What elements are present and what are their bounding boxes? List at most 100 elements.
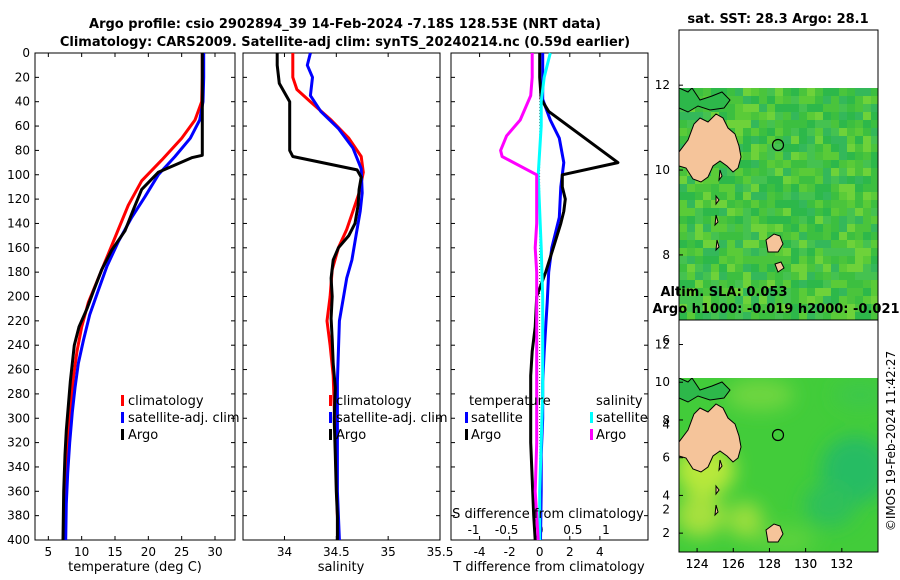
sst-cell bbox=[791, 128, 799, 136]
sst-cell bbox=[767, 144, 775, 152]
sst-map-title: sat. SST: 28.3 Argo: 28.1 bbox=[687, 12, 868, 27]
sst-cell bbox=[751, 312, 759, 320]
legend-satellite-label: satellite-adj. clim bbox=[128, 411, 240, 426]
sst-cell bbox=[823, 96, 831, 104]
sst-cell bbox=[767, 264, 775, 272]
sst-cell bbox=[831, 88, 839, 96]
sst-cell bbox=[855, 184, 863, 192]
sst-cell bbox=[703, 312, 711, 320]
sst-cell bbox=[727, 272, 735, 280]
x-tick-label: -4 bbox=[474, 545, 486, 559]
x-tick-label: 15 bbox=[107, 545, 122, 559]
sst-cell bbox=[823, 128, 831, 136]
sst-cell bbox=[767, 208, 775, 216]
legend-temp-argo-swatch bbox=[465, 429, 468, 440]
legend-argo-swatch bbox=[121, 429, 124, 440]
y-tick-label: 380 bbox=[7, 509, 30, 523]
sst-cell bbox=[679, 120, 687, 128]
sst-cell bbox=[775, 184, 783, 192]
sst-cell bbox=[767, 280, 775, 288]
sst-cell bbox=[703, 224, 711, 232]
sst-cell bbox=[695, 216, 703, 224]
x-tick-label: -2 bbox=[504, 545, 516, 559]
series-line-temperature-argo bbox=[529, 53, 620, 541]
sst-cell bbox=[863, 120, 871, 128]
sst-cell bbox=[751, 256, 759, 264]
sst-cell bbox=[759, 184, 767, 192]
series-line-satellite-adj-clim bbox=[305, 52, 364, 541]
sst-cell bbox=[783, 200, 791, 208]
sst-cell bbox=[863, 224, 871, 232]
sst-cell bbox=[743, 200, 751, 208]
sst-cell bbox=[775, 200, 783, 208]
sst-cell bbox=[791, 216, 799, 224]
sst-cell bbox=[855, 192, 863, 200]
sst-cell bbox=[759, 200, 767, 208]
sst-cell bbox=[831, 312, 839, 320]
sst-cell bbox=[839, 224, 847, 232]
difference-xlabel: T difference from climatology bbox=[452, 560, 645, 575]
sst-cell bbox=[735, 272, 743, 280]
sst-cell bbox=[703, 296, 711, 304]
sst-cell bbox=[807, 256, 815, 264]
sst-cell bbox=[775, 296, 783, 304]
sst-cell bbox=[855, 256, 863, 264]
sst-cell bbox=[847, 104, 855, 112]
sst-cell bbox=[847, 272, 855, 280]
sst-cell bbox=[727, 104, 735, 112]
mindanao-landmass bbox=[679, 403, 742, 473]
x-tick-label: 5 bbox=[45, 545, 53, 559]
sst-cell bbox=[847, 288, 855, 296]
map-x-tick-label: 132 bbox=[830, 557, 853, 571]
sst-cell bbox=[855, 296, 863, 304]
sst-cell bbox=[839, 152, 847, 160]
legend-argo-swatch bbox=[329, 429, 332, 440]
series-line-satellite-adj-clim bbox=[64, 53, 206, 541]
sst-cell bbox=[679, 176, 687, 184]
sst-cell bbox=[783, 120, 791, 128]
sst-cell bbox=[791, 136, 799, 144]
x-tick-label: 20 bbox=[141, 545, 156, 559]
sst-cell bbox=[815, 136, 823, 144]
sst-cell bbox=[719, 280, 727, 288]
map-x-tick-label: 124 bbox=[686, 557, 709, 571]
sst-cell bbox=[711, 200, 719, 208]
sst-cell bbox=[863, 192, 871, 200]
sst-cell bbox=[839, 272, 847, 280]
sst-cell bbox=[855, 104, 863, 112]
sst-cell bbox=[727, 176, 735, 184]
sst-cell bbox=[759, 288, 767, 296]
sst-cell bbox=[815, 88, 823, 96]
sst-cell bbox=[743, 232, 751, 240]
sst-cell bbox=[791, 144, 799, 152]
sst-cell bbox=[847, 304, 855, 312]
sst-cell bbox=[743, 192, 751, 200]
sst-cell bbox=[871, 176, 878, 184]
sst-cell bbox=[799, 112, 807, 120]
sst-cell bbox=[855, 152, 863, 160]
sst-cell bbox=[687, 192, 695, 200]
top-x-tick-label: -0.5 bbox=[495, 523, 518, 537]
sst-cell bbox=[783, 176, 791, 184]
sst-cell bbox=[815, 96, 823, 104]
legend-argo-label: Argo bbox=[128, 428, 158, 443]
sst-cell bbox=[687, 272, 695, 280]
sst-cell bbox=[759, 128, 767, 136]
sst-cell bbox=[815, 160, 823, 168]
sst-cell bbox=[807, 120, 815, 128]
sst-cell bbox=[743, 152, 751, 160]
sst-cell bbox=[783, 96, 791, 104]
sst-cell bbox=[679, 312, 687, 320]
sst-cell bbox=[847, 296, 855, 304]
sst-cell bbox=[815, 144, 823, 152]
sst-cell bbox=[863, 88, 871, 96]
sst-cell bbox=[783, 296, 791, 304]
sst-cell bbox=[775, 208, 783, 216]
sla-field bbox=[679, 378, 878, 552]
sst-cell bbox=[743, 168, 751, 176]
sst-cell bbox=[775, 304, 783, 312]
sst-cell bbox=[815, 208, 823, 216]
sst-cell bbox=[703, 256, 711, 264]
sst-cell bbox=[807, 200, 815, 208]
sst-cell bbox=[823, 160, 831, 168]
